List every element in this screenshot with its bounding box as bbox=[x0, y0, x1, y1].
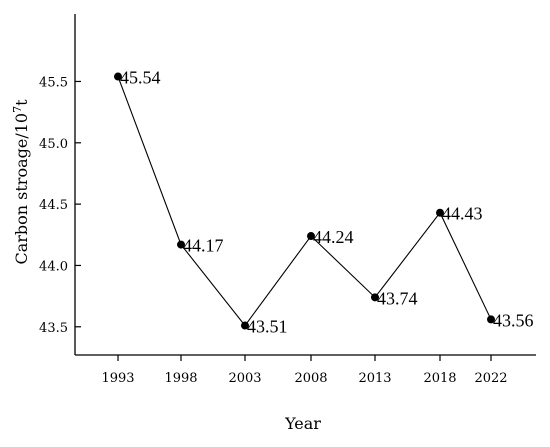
x-tick-label: 2008 bbox=[294, 371, 327, 386]
y-tick-label: 44.0 bbox=[39, 259, 68, 274]
data-point bbox=[177, 240, 185, 249]
data-label: 43.51 bbox=[247, 317, 288, 337]
data-label: 44.17 bbox=[183, 236, 224, 256]
x-tick-label: 1993 bbox=[101, 371, 134, 386]
y-tick-label: 45.5 bbox=[39, 75, 68, 90]
series-line bbox=[117, 76, 492, 327]
data-point bbox=[371, 293, 379, 302]
y-axis-title-main: Carbon stroage/10 bbox=[12, 113, 31, 265]
data-labels: 45.54 44.17 43.51 44.24 43.74 44.43 43.56 bbox=[120, 68, 534, 337]
x-tick-label: 2003 bbox=[228, 371, 261, 386]
data-point bbox=[307, 232, 315, 241]
x-tick-label: 2022 bbox=[474, 371, 507, 386]
data-point bbox=[436, 208, 444, 217]
y-tick-label: 43.5 bbox=[39, 321, 68, 336]
y-axis-title-superscript: 7 bbox=[11, 106, 24, 113]
data-label: 45.54 bbox=[120, 68, 161, 88]
y-ticks: 43.5 44.0 44.5 45.0 45.5 bbox=[39, 75, 81, 336]
x-tick-label: 2013 bbox=[358, 371, 391, 386]
y-tick-label: 44.5 bbox=[39, 198, 68, 213]
data-point bbox=[241, 321, 249, 330]
x-ticks: 1993 1998 2003 2008 2013 2018 2022 bbox=[101, 355, 508, 386]
series bbox=[114, 72, 495, 330]
x-tick-label: 1998 bbox=[164, 371, 197, 386]
x-tick-label: 2018 bbox=[423, 371, 456, 386]
data-point bbox=[487, 315, 495, 324]
y-axis-title-suffix: t bbox=[12, 99, 31, 106]
data-label: 44.43 bbox=[442, 204, 483, 224]
data-label: 43.74 bbox=[377, 288, 418, 308]
x-axis-title: Year bbox=[284, 414, 321, 433]
y-tick-label: 45.0 bbox=[39, 137, 68, 152]
axes bbox=[74, 14, 536, 356]
data-label: 43.56 bbox=[493, 310, 534, 330]
data-point bbox=[114, 72, 122, 81]
data-label: 44.24 bbox=[313, 227, 354, 247]
y-axis-title: Carbon stroage/107t bbox=[11, 99, 31, 265]
